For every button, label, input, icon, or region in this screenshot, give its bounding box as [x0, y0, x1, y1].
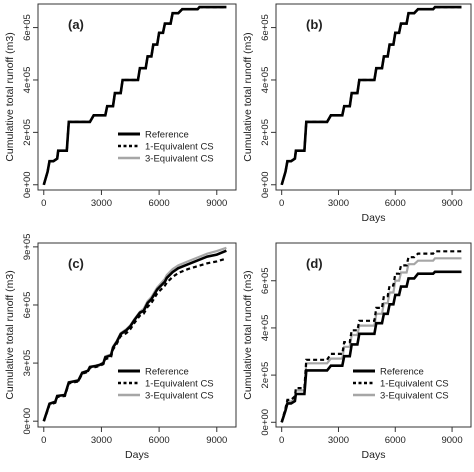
- legend-entry: 3-Equivalent CS: [380, 391, 449, 402]
- chart-panel-3: 0 3000 6000 9000 0e+00 3e+05 6e+05 9e+05 Days Cum…: [4, 234, 237, 461]
- y-axis-label: Cumulative total runoff (m3): [242, 32, 254, 161]
- y-tick-label: 2e+05: [260, 119, 271, 146]
- series-line-2: [280, 250, 462, 423]
- y-tick-label: 6e+05: [260, 14, 271, 41]
- y-axis-label: Cumulative total runoff (m3): [242, 270, 254, 399]
- chart-panel-2: 0 3000 6000 9000 0e+00 2e+05 4e+05 6e+05 Days Cum…: [242, 3, 472, 224]
- chart-panel-4: 0 3000 6000 9000 0e+00 2e+05 4e+05 6e+05 Days Cum…: [242, 242, 472, 461]
- legend-entry: Reference: [145, 130, 189, 141]
- x-tick-label: 6000: [385, 198, 406, 209]
- series-line-2: [280, 5, 462, 186]
- x-tick-label: 0: [279, 198, 284, 209]
- plot-frame: [37, 242, 237, 428]
- y-tick-label: 2e+05: [22, 119, 33, 146]
- series-line-1: [280, 270, 462, 423]
- x-tick-label: 3000: [91, 198, 112, 209]
- y-tick-label: 4e+05: [260, 315, 271, 342]
- x-tick-label: 9000: [206, 198, 227, 209]
- x-tick-label: 6000: [149, 198, 170, 209]
- x-tick-label: 6000: [385, 435, 406, 446]
- x-tick-label: 3000: [328, 198, 349, 209]
- series-line-2: [42, 5, 227, 186]
- y-tick-label: 4e+05: [22, 67, 33, 94]
- legend-entry: Reference: [380, 367, 424, 378]
- plot-frame: [275, 3, 472, 191]
- x-tick-label: 0: [279, 435, 284, 446]
- panel-label: (b): [306, 17, 323, 32]
- y-tick-label: 0e+00: [260, 409, 271, 436]
- legend-entry: 1-Equivalent CS: [145, 142, 214, 153]
- x-tick-label: 9000: [441, 435, 462, 446]
- x-tick-label: 3000: [328, 435, 349, 446]
- x-tick-label: 6000: [149, 435, 170, 446]
- x-tick-label: 0: [41, 198, 46, 209]
- legend-entry: 1-Equivalent CS: [145, 379, 214, 390]
- y-tick-label: 6e+05: [260, 267, 271, 294]
- y-tick-label: 0e+00: [22, 171, 33, 198]
- plot-frame: [275, 242, 472, 428]
- series-line-3: [280, 257, 462, 423]
- x-tick-label: 0: [41, 435, 46, 446]
- panel-label: (c): [68, 256, 84, 271]
- panel-label: (a): [68, 17, 84, 32]
- legend-entry: 3-Equivalent CS: [145, 391, 214, 402]
- legend-entry: Reference: [145, 367, 189, 378]
- y-tick-label: 9e+05: [22, 234, 33, 261]
- y-tick-label: 3e+05: [22, 350, 33, 377]
- x-axis-label: Days: [362, 449, 386, 461]
- y-axis-label: Cumulative total runoff (m3): [4, 270, 16, 399]
- legend-entry: 1-Equivalent CS: [380, 379, 449, 390]
- y-tick-label: 4e+05: [260, 67, 271, 94]
- y-tick-label: 2e+05: [260, 362, 271, 389]
- y-tick-label: 6e+05: [22, 292, 33, 319]
- y-axis-label: Cumulative total runoff (m3): [4, 32, 16, 161]
- x-tick-label: 9000: [441, 198, 462, 209]
- plot-frame: [37, 3, 237, 191]
- legend-entry: 3-Equivalent CS: [145, 154, 214, 165]
- x-axis-label: Days: [362, 212, 386, 224]
- x-tick-label: 3000: [91, 435, 112, 446]
- x-tick-label: 9000: [206, 435, 227, 446]
- series-line-2: [42, 257, 227, 422]
- y-tick-label: 0e+00: [260, 171, 271, 198]
- chart-panel-1: 0 3000 6000 9000 0e+00 2e+05 4e+05 6e+05 Cumulat…: [4, 3, 237, 209]
- y-tick-label: 0e+00: [22, 408, 33, 435]
- y-tick-label: 6e+05: [22, 14, 33, 41]
- x-axis-label: Days: [125, 449, 149, 461]
- panel-label: (d): [306, 256, 323, 271]
